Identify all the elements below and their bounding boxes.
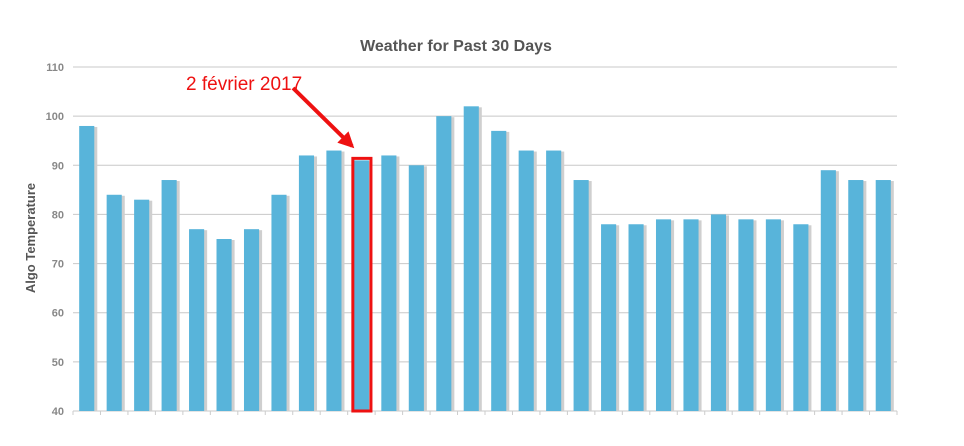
bar-6	[216, 239, 232, 411]
bar-23	[683, 219, 699, 411]
bar-8	[271, 194, 287, 411]
bar-18	[546, 150, 562, 412]
bar-28	[820, 170, 836, 411]
y-tick-label-60: 60	[52, 308, 64, 320]
bar-9	[298, 155, 315, 411]
annotation-label: 2 février 2017	[186, 74, 302, 95]
bar-27	[793, 224, 809, 411]
bar-15	[463, 106, 479, 412]
bar-11	[353, 160, 369, 411]
bar-1	[79, 125, 95, 411]
y-tick-labels: 40 50 60 70 80 90 100 110	[46, 62, 64, 418]
bar-22	[655, 219, 672, 411]
y-axis-label: Algo Temperature	[23, 183, 38, 293]
y-tick-label-110: 110	[46, 62, 64, 74]
y-tick-label-100: 100	[46, 111, 64, 123]
gridlines	[73, 66, 897, 412]
y-tick-label-70: 70	[52, 259, 64, 271]
bar-21	[628, 224, 644, 411]
bars	[79, 106, 894, 413]
y-tick-label-80: 80	[52, 209, 64, 221]
bar-14	[436, 116, 452, 412]
bar-7	[243, 229, 260, 411]
bar-17	[518, 150, 534, 412]
y-tick-label-40: 40	[52, 406, 64, 418]
bar-19	[573, 180, 589, 411]
bar-25	[738, 219, 754, 411]
bar-13	[408, 165, 424, 411]
annotation: 2 février 2017	[186, 74, 355, 149]
bar-12	[381, 155, 397, 411]
chart-title: Weather for Past 30 Days	[360, 38, 552, 55]
bar-24	[710, 214, 727, 411]
bar-20	[601, 224, 617, 411]
bar-3	[134, 199, 150, 411]
bar-5	[189, 229, 205, 411]
bar-30	[875, 180, 891, 411]
annotation-arrow	[291, 86, 355, 149]
bar-16	[491, 130, 507, 411]
x-ticks	[72, 411, 898, 415]
bar-29	[848, 180, 864, 411]
y-tick-label-50: 50	[52, 357, 64, 369]
highlight-box	[351, 156, 373, 413]
bar-10	[326, 150, 342, 412]
bar-4	[161, 180, 177, 411]
y-tick-label-90: 90	[52, 160, 64, 172]
bar-2	[106, 194, 122, 411]
bar-26	[765, 219, 781, 411]
